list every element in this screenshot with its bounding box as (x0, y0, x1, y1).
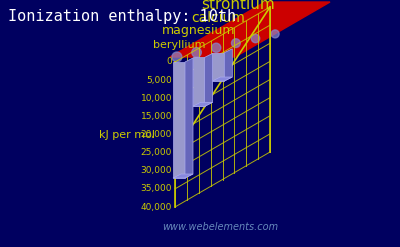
Text: beryllium: beryllium (153, 40, 205, 50)
Text: Ionization enthalpy: 10th: Ionization enthalpy: 10th (8, 9, 236, 24)
Text: 40,000: 40,000 (141, 203, 172, 211)
Circle shape (271, 30, 279, 38)
Text: 35,000: 35,000 (140, 184, 172, 193)
Text: 5,000: 5,000 (146, 76, 172, 85)
Text: kJ per mol: kJ per mol (99, 129, 155, 140)
Polygon shape (173, 62, 185, 178)
Polygon shape (205, 53, 213, 106)
Text: magnesium: magnesium (162, 24, 235, 37)
Text: 25,000: 25,000 (141, 148, 172, 157)
Polygon shape (193, 102, 213, 106)
Polygon shape (170, 2, 330, 57)
Text: 0: 0 (166, 58, 172, 66)
Circle shape (192, 48, 201, 57)
Text: 15,000: 15,000 (140, 112, 172, 121)
Polygon shape (185, 58, 193, 178)
Circle shape (212, 43, 221, 52)
Circle shape (251, 34, 260, 43)
Circle shape (172, 52, 182, 62)
Polygon shape (212, 77, 232, 81)
Polygon shape (193, 57, 205, 106)
Polygon shape (173, 174, 193, 178)
Text: www.webelements.com: www.webelements.com (162, 222, 278, 232)
Text: calcium: calcium (191, 11, 245, 25)
Polygon shape (212, 53, 224, 81)
Polygon shape (224, 49, 232, 81)
Text: 10,000: 10,000 (140, 94, 172, 103)
Text: 30,000: 30,000 (140, 166, 172, 175)
Circle shape (232, 39, 240, 47)
Text: strontium: strontium (201, 0, 275, 12)
Text: 20,000: 20,000 (141, 130, 172, 139)
